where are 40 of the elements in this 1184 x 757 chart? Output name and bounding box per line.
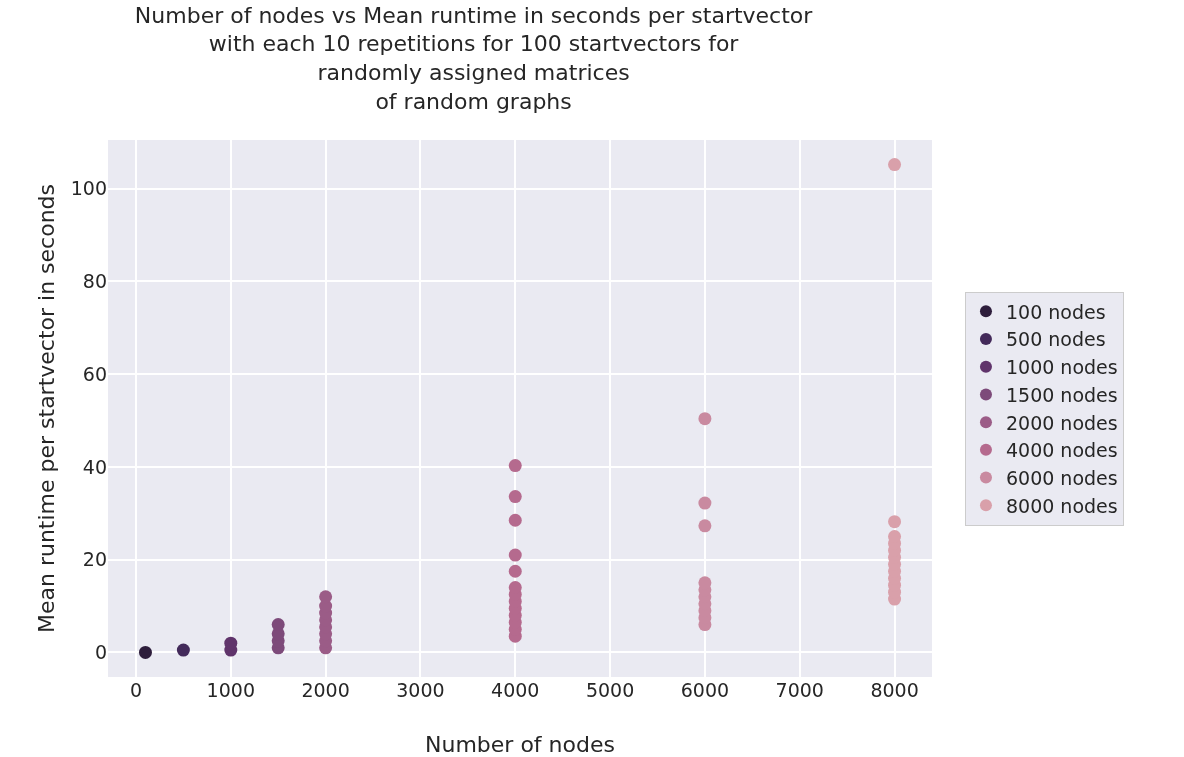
legend-label: 500 nodes [1005,328,1106,351]
y-tick-label: 20 [82,548,107,571]
x-tick-label: 6000 [680,679,730,701]
legend-label: 1000 nodes [1005,356,1118,379]
x-tick-label: 5000 [585,679,635,701]
x-tick-label: 4000 [491,679,540,701]
x-tick-label: 8000 [870,679,919,701]
y-axis-title: Mean runtime per startvector in seconds [34,183,59,634]
point [508,548,522,562]
legend-label: 6000 nodes [1005,466,1118,489]
x-tick-label: 0 [129,679,143,701]
y-tick-label: 100 [70,177,107,200]
x-tick-label: 2000 [301,679,350,701]
y-tick-label: 60 [82,362,107,385]
point [508,490,522,504]
legend-label: 100 nodes [1005,300,1106,323]
y-tick-label: 40 [82,455,107,478]
point [698,496,712,510]
point [698,519,712,533]
x-axis-title: Number of nodes [425,732,615,757]
chart-title: Number of nodes vs Mean runtime in seconds per startvector with each 10 repetitions for 100 startvectors for randomly assigned matrices of random graphs [134,2,814,114]
legend-label: 4000 nodes [1005,439,1118,462]
point [508,564,522,578]
point [271,618,285,632]
point [508,513,522,527]
point [888,158,902,172]
x-tick-label: 7000 [775,679,824,701]
point [698,412,712,426]
x-tick-label: 1000 [206,679,255,701]
point [508,459,522,473]
point [319,590,333,604]
y-tick-label: 80 [82,270,107,293]
y-tick-label: 0 [94,641,107,664]
point [176,643,190,657]
legend-label: 2000 nodes [1005,411,1118,434]
legend-label: 8000 nodes [1005,494,1118,517]
legend-label: 1500 nodes [1005,383,1118,406]
x-tick-label: 3000 [396,679,445,701]
point [888,515,902,529]
point [138,645,152,659]
